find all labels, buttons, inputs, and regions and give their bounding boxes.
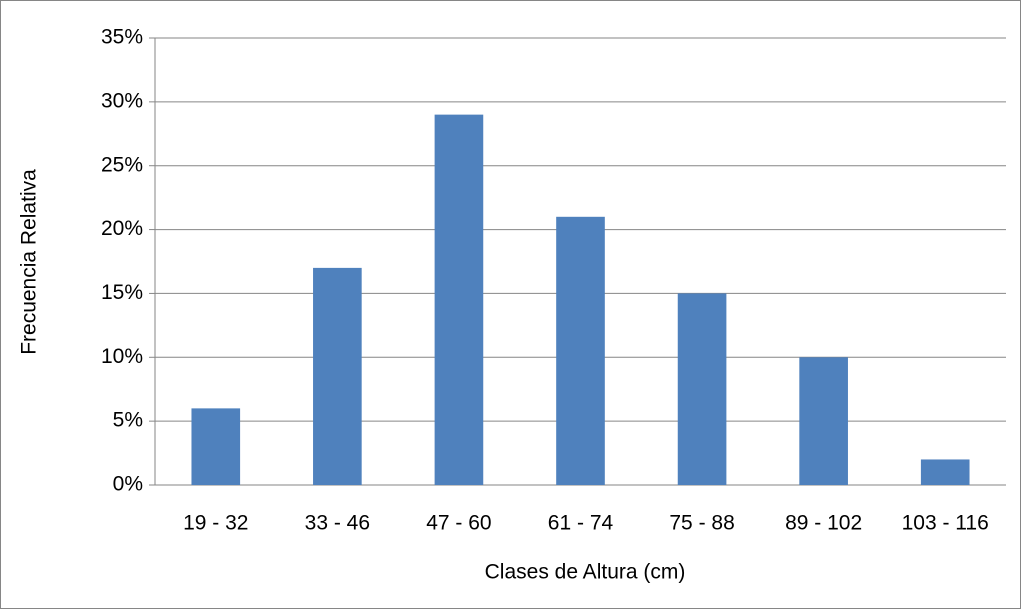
- y-tick-label: 10%: [101, 345, 143, 368]
- y-tick-label: 35%: [101, 26, 143, 49]
- y-tick-label: 5%: [113, 409, 143, 432]
- bar: [677, 293, 727, 485]
- x-tick-label: 75 - 88: [669, 512, 734, 535]
- y-axis-title: Frecuencia Relativa: [18, 169, 41, 355]
- y-tick-label: 0%: [113, 473, 143, 496]
- x-tick-label: 19 - 32: [183, 512, 248, 535]
- y-tick-label: 15%: [101, 281, 143, 304]
- x-tick-label: 103 - 116: [902, 512, 989, 535]
- bar: [920, 459, 970, 485]
- x-tick-label: 89 - 102: [785, 512, 862, 535]
- x-tick-label: 61 - 74: [548, 512, 614, 535]
- y-tick-label: 25%: [101, 153, 143, 176]
- x-tick-label: 47 - 60: [426, 512, 491, 535]
- bar: [799, 357, 848, 485]
- bar: [434, 114, 484, 485]
- y-tick-label: 20%: [101, 217, 143, 240]
- bar: [191, 408, 241, 485]
- bar: [313, 267, 362, 485]
- x-axis-title: Clases de Altura (cm): [485, 561, 686, 584]
- y-tick-label: 30%: [101, 89, 143, 112]
- bar: [556, 216, 605, 486]
- x-tick-label: 33 - 46: [305, 512, 370, 535]
